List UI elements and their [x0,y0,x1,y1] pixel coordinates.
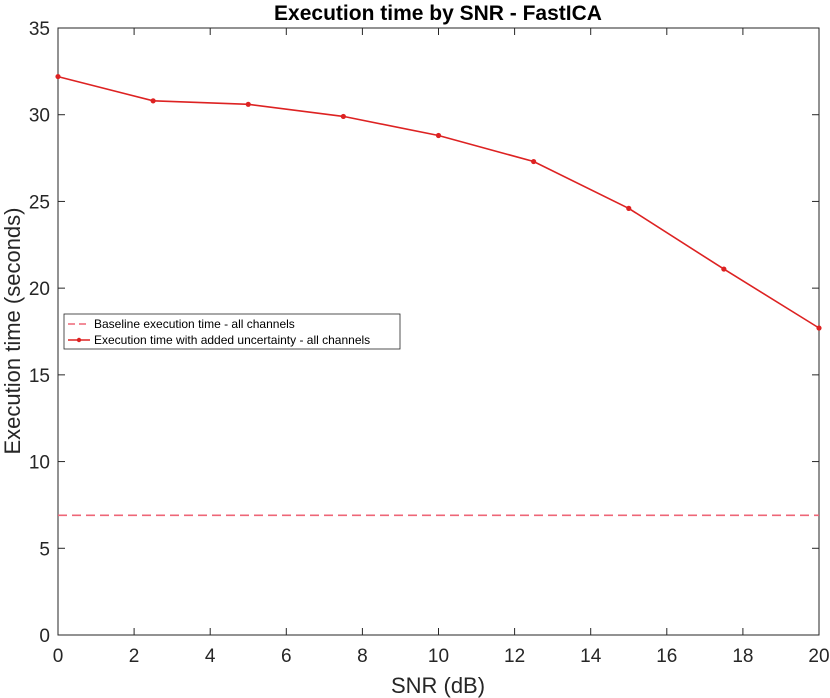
data-point [340,113,346,120]
data-point [626,205,632,211]
y-tick-label: 15 [29,366,50,387]
x-tick-label: 8 [357,646,368,667]
y-tick-label: 10 [29,453,50,474]
x-tick-label: 0 [53,646,64,667]
legend-marker-uncertainty [76,337,82,343]
x-tick-label: 4 [205,646,216,667]
data-point [55,73,61,80]
data-point [150,98,156,104]
x-axis: 0 2 4 6 8 10 12 14 16 18 20 [53,28,830,667]
legend: Baseline execution time - all channels E… [63,313,401,350]
x-tick-label: 20 [808,646,829,667]
y-tick-label: 35 [29,19,50,40]
data-point [245,101,251,107]
y-tick-label: 5 [39,539,50,560]
x-axis-title: SNR (dB) [391,673,485,698]
data-point [531,158,537,165]
x-tick-label: 2 [129,646,140,667]
data-point [816,325,822,331]
y-tick-label: 0 [39,626,50,647]
x-tick-label: 14 [580,646,602,667]
x-tick-label: 12 [504,646,525,667]
data-point [435,132,442,139]
series-layer [55,73,822,517]
legend-label-uncertainty: Execution time with added uncertainty - … [94,333,370,347]
x-tick-label: 10 [428,646,449,667]
legend-box [63,313,401,350]
x-tick-label: 6 [281,646,292,667]
data-point [721,266,727,272]
y-axis-title: Execution time (seconds) [0,208,25,455]
legend-label-baseline: Baseline execution time - all channels [94,317,295,331]
x-tick-label: 18 [732,646,753,667]
y-tick-label: 30 [29,106,50,127]
y-tick-label: 25 [29,192,50,213]
y-axis: 0 5 10 15 20 25 30 35 [29,19,819,647]
x-tick-label: 16 [656,646,677,667]
series-line-1 [57,75,820,329]
y-tick-label: 20 [29,279,50,300]
chart-title: Execution time by SNR - FastICA [274,2,602,25]
